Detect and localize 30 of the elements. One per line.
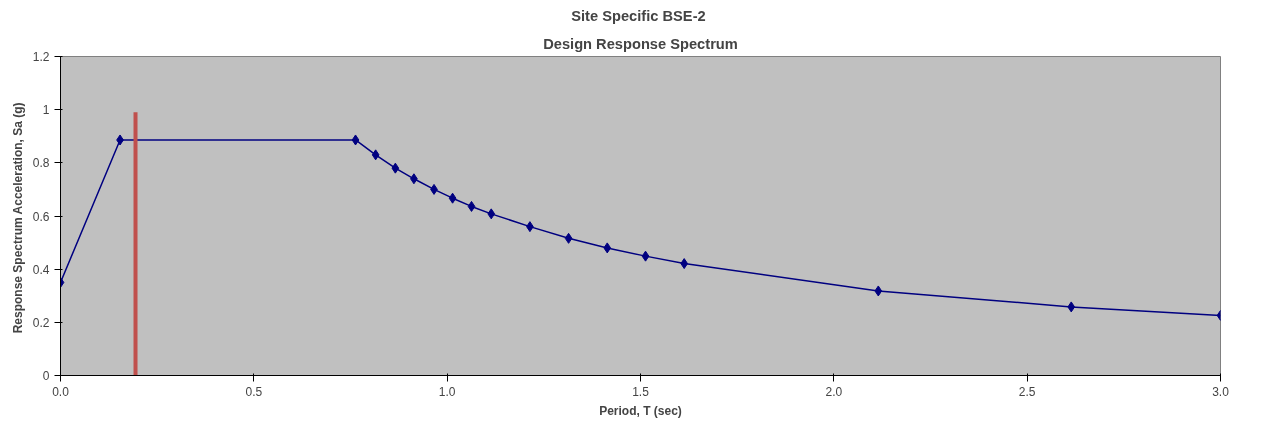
x-tick-label: 1.5 — [632, 384, 650, 399]
y-tick-label: 0.4 — [32, 262, 50, 277]
x-tick-label: 3.0 — [1212, 384, 1230, 399]
point — [603, 242, 612, 254]
x-tick-label: 0.0 — [52, 384, 70, 399]
y-axis-title: Response Spectrum Acceleration, Sa (g) — [10, 102, 25, 334]
chart-title: Site Specific BSE-2 — [571, 7, 706, 24]
y-tick-label: 0.2 — [32, 315, 50, 330]
point — [371, 149, 380, 161]
x-tick-label: 1.0 — [438, 384, 456, 399]
y-tick-label: 0.6 — [32, 209, 50, 224]
point — [641, 250, 650, 262]
point — [564, 232, 573, 244]
y-tick-label: 0.8 — [32, 156, 50, 171]
point — [391, 162, 400, 174]
x-tick-label: 2.5 — [1018, 384, 1036, 399]
x-axis-title: Period, T (sec) — [599, 403, 682, 418]
y-tick-label: 0 — [42, 369, 50, 383]
x-tick-label: 0.5 — [245, 384, 263, 399]
point — [1067, 301, 1076, 313]
y-tick-label: 1.2 — [32, 50, 50, 64]
y-tick-label: 1 — [42, 103, 50, 118]
x-tick-label: 2.0 — [825, 384, 843, 399]
point — [351, 134, 360, 146]
chart-subtitle: Design Response Spectrum — [543, 35, 738, 52]
point — [680, 258, 689, 270]
point — [487, 208, 496, 220]
point — [448, 192, 457, 204]
point — [467, 200, 476, 212]
point — [874, 285, 883, 297]
